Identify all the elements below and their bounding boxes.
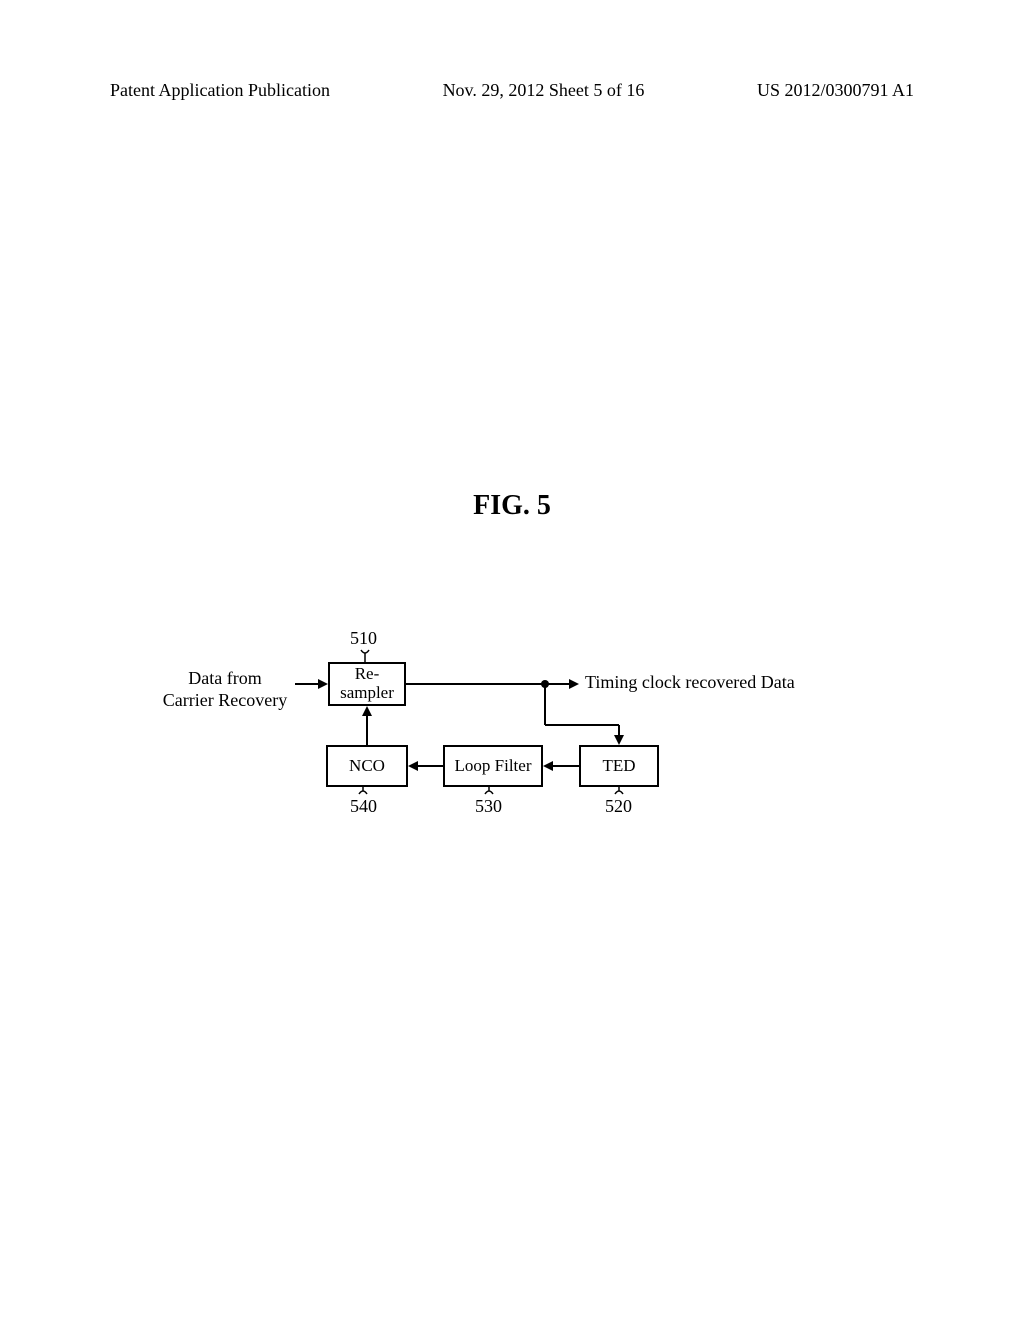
block-diagram: Data from Carrier Recovery Timing clock … (145, 620, 895, 820)
header-left-text: Patent Application Publication (110, 80, 330, 101)
diagram-arrows (145, 620, 895, 820)
page-header: Patent Application Publication Nov. 29, … (110, 80, 914, 101)
header-right-text: US 2012/0300791 A1 (757, 80, 914, 101)
header-center-text: Nov. 29, 2012 Sheet 5 of 16 (443, 80, 645, 101)
figure-title: FIG. 5 (473, 490, 551, 522)
